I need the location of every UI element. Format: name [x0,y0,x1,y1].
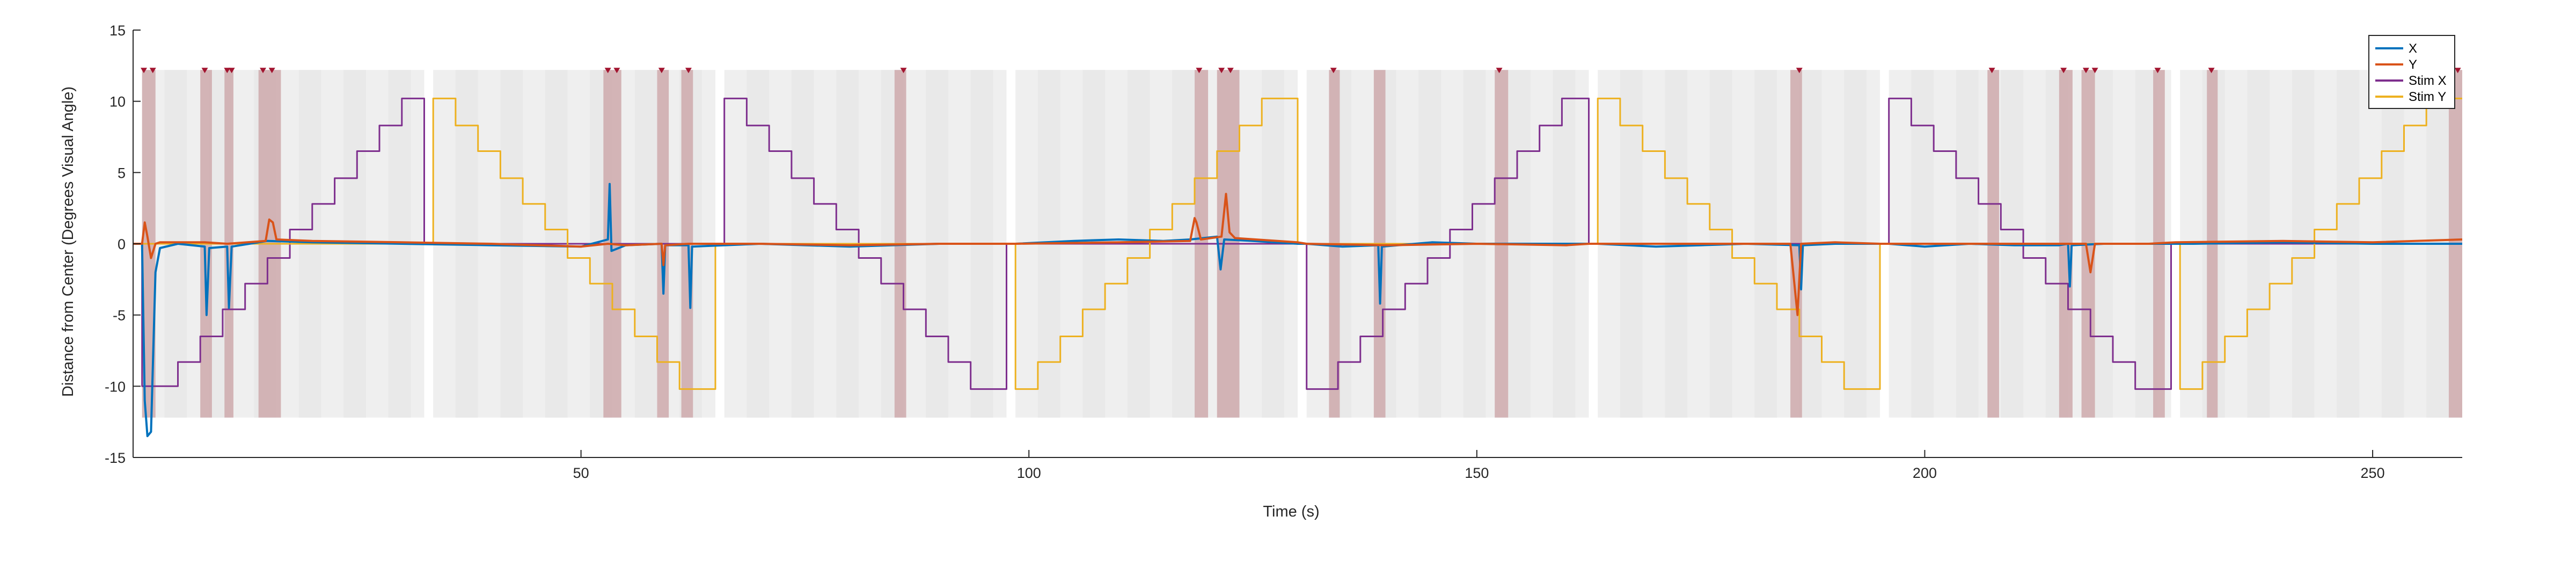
legend-label: Y [2409,57,2417,72]
event-marker-11 [685,68,692,74]
y-tick-label: -15 [105,450,126,466]
series-stim-y [133,97,2462,390]
x-tick-label: 150 [1465,465,1489,481]
x-tick-label: 250 [2361,465,2385,481]
event-marker-3 [201,68,208,74]
y-tick-label: 15 [109,23,126,39]
event-marker-14 [1218,68,1225,74]
event-marker-13 [1196,68,1203,74]
y-tick-label: 10 [109,94,126,110]
y-tick-label: -5 [113,308,126,324]
event-marker-16 [1330,68,1337,74]
y-tick-label: 0 [118,236,126,252]
event-marker-15 [1227,68,1234,74]
event-marker-10 [658,68,665,74]
event-marker-17 [1496,68,1503,74]
event-marker-24 [2208,68,2215,74]
legend: XY Stim X Stim Y [2368,35,2455,109]
legend-label: Stim Y [2409,90,2446,104]
event-marker-2 [149,68,156,74]
event-marker-18 [1796,68,1803,74]
event-marker-20 [2060,68,2067,74]
event-marker-23 [2154,68,2161,74]
y-tick-label: 5 [118,165,126,181]
event-marker-6 [260,68,267,74]
legend-label: X [2409,41,2417,56]
series-stim-x [133,97,2462,390]
x-tick-label: 100 [1017,465,1041,481]
y-axis-label: Distance from Center (Degrees Visual Ang… [60,86,77,397]
legend-label: Stim X [2409,74,2447,88]
event-marker-19 [1988,68,1995,74]
event-marker-7 [268,68,275,74]
x-tick-label: 200 [1913,465,1937,481]
x-axis-label: Time (s) [1263,503,1319,520]
y-tick-label: -10 [105,379,126,395]
event-marker-8 [604,68,611,74]
event-marker-21 [2082,68,2089,74]
event-marker-25 [2454,68,2461,74]
event-marker-5 [228,68,235,74]
event-marker-12 [900,68,907,74]
x-tick-label: 50 [573,465,589,481]
event-marker-1 [141,68,148,74]
event-marker-22 [2091,68,2098,74]
axes [133,30,2462,458]
event-markers [141,68,2461,74]
series-y [133,193,2463,316]
plot-series [133,97,2463,438]
event-marker-4 [224,68,231,74]
event-marker-9 [613,68,620,74]
